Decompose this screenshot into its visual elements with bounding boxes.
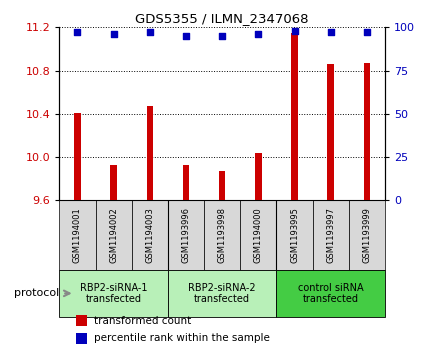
Text: protocol: protocol <box>14 288 59 298</box>
Title: GDS5355 / ILMN_2347068: GDS5355 / ILMN_2347068 <box>136 12 309 25</box>
Text: transformed count: transformed count <box>94 316 191 326</box>
Bar <box>276 270 385 317</box>
Text: GSM1193997: GSM1193997 <box>326 207 335 263</box>
Bar <box>255 153 262 200</box>
Bar <box>291 33 298 200</box>
Text: GSM1194003: GSM1194003 <box>145 207 154 263</box>
Bar <box>276 200 313 270</box>
Bar <box>168 270 276 317</box>
Bar <box>204 200 240 270</box>
Bar <box>74 113 81 200</box>
Point <box>327 29 334 35</box>
Text: GSM1194002: GSM1194002 <box>109 207 118 263</box>
Point <box>291 28 298 34</box>
Bar <box>132 200 168 270</box>
Text: RBP2-siRNA-2
transfected: RBP2-siRNA-2 transfected <box>188 282 256 304</box>
Bar <box>59 200 95 270</box>
Bar <box>110 165 117 200</box>
Bar <box>349 200 385 270</box>
Text: control siRNA
transfected: control siRNA transfected <box>298 282 363 304</box>
Bar <box>183 165 189 200</box>
Bar <box>76 315 87 326</box>
Text: percentile rank within the sample: percentile rank within the sample <box>94 333 269 343</box>
Bar <box>327 64 334 200</box>
Bar <box>240 200 276 270</box>
Text: GSM1193998: GSM1193998 <box>218 207 227 263</box>
Text: GSM1194000: GSM1194000 <box>254 207 263 263</box>
Bar <box>76 333 87 344</box>
Point <box>363 29 370 35</box>
Text: GSM1194001: GSM1194001 <box>73 207 82 263</box>
Bar <box>95 200 132 270</box>
Bar <box>147 106 153 200</box>
Text: GSM1193995: GSM1193995 <box>290 207 299 263</box>
Bar <box>363 63 370 200</box>
Text: GSM1193999: GSM1193999 <box>363 207 371 263</box>
Bar <box>168 200 204 270</box>
Bar <box>219 171 225 200</box>
Text: RBP2-siRNA-1
transfected: RBP2-siRNA-1 transfected <box>80 282 147 304</box>
Point <box>183 33 190 39</box>
Point <box>74 29 81 35</box>
Text: GSM1193996: GSM1193996 <box>182 207 191 263</box>
Bar <box>313 200 349 270</box>
Point <box>255 31 262 37</box>
Bar <box>59 270 168 317</box>
Point <box>219 33 226 39</box>
Point <box>147 29 154 35</box>
Point <box>110 31 117 37</box>
